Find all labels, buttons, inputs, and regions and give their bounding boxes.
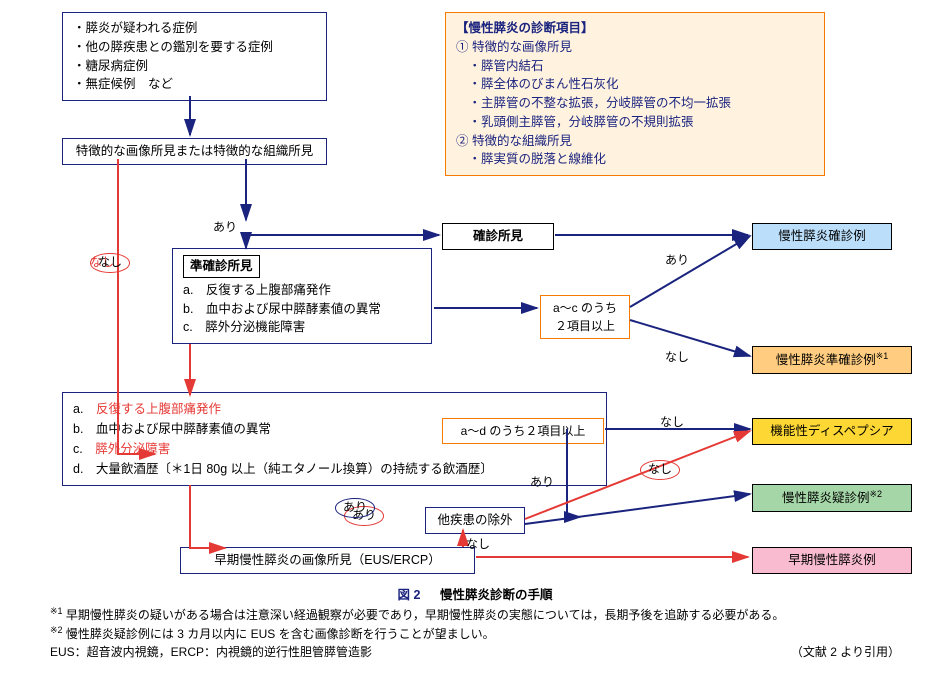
fig-number: 図 2 xyxy=(398,588,421,602)
edge-label: あり xyxy=(530,475,554,491)
box-diagnostic-items: 【慢性膵炎の診断項目】 ① 特徴的な画像所見 ・膵管内結石 ・膵全体のびまん性石… xyxy=(445,12,825,176)
semi-title: 準確診所見 xyxy=(183,255,260,278)
box-ad-2items: a～d のうち２項目以上 xyxy=(442,418,604,444)
box-exclude: 他疾患の除外 xyxy=(425,507,525,534)
edge-label: あり xyxy=(665,253,689,269)
result-suspect: 慢性膵炎疑診例※2 xyxy=(752,484,912,512)
abbr: EUS：超音波内視鏡，ERCP：内視鏡的逆行性胆管膵管造影 xyxy=(50,643,372,661)
edge-label: あり xyxy=(213,220,237,236)
result-early: 早期慢性膵炎例 xyxy=(752,547,912,574)
edge-label: なし xyxy=(640,460,680,480)
result-semi: 慢性膵炎準確診例※1 xyxy=(752,346,912,374)
box-early-img: 早期慢性膵炎の画像所見（EUS/ERCP） xyxy=(180,547,475,574)
box-ac-2items: a～c のうち ２項目以上 xyxy=(540,295,630,339)
flowchart: ・膵炎が疑われる症例 ・他の膵疾患との鑑別を要する症例 ・糖尿病症例 ・無症候例… xyxy=(0,0,941,692)
edge-label: なし xyxy=(466,537,490,553)
edge-label: なし xyxy=(660,415,684,431)
caption: 図 2 慢性膵炎診断の手順 ※1 早期慢性膵炎の疑いがある場合は注意深い経過観察… xyxy=(50,586,900,661)
result-dyspepsia: 機能性ディスペプシア xyxy=(752,418,912,445)
row-a: a. 反復する上腹部痛発作 xyxy=(73,399,596,419)
box-findings: 特徴的な画像所見または特徴的な組織所見 xyxy=(62,138,327,165)
edge-label: なし xyxy=(90,253,130,273)
box-top-cases: ・膵炎が疑われる症例 ・他の膵疾患との鑑別を要する症例 ・糖尿病症例 ・無症候例… xyxy=(62,12,327,101)
citation: （文献 2 より引用） xyxy=(791,643,900,661)
semi-body: a. 反復する上腹部痛発作 b. 血中および尿中膵酵素値の異常 c. 膵外分泌機… xyxy=(183,281,421,337)
edge-label: なし xyxy=(665,350,689,366)
result-confirmed: 慢性膵炎確診例 xyxy=(752,223,892,250)
box-confirm: 確診所見 xyxy=(442,223,554,250)
diag-title: 【慢性膵炎の診断項目】 xyxy=(456,21,594,35)
row-d: d. 大量飲酒歴〔＊1日 80g 以上（純エタノール換算）の持続する飲酒歴〕 xyxy=(73,459,596,479)
box-semi-confirm: 準確診所見 a. 反復する上腹部痛発作 b. 血中および尿中膵酵素値の異常 c.… xyxy=(172,248,432,344)
edge-label: あり xyxy=(335,498,375,518)
fig-title: 慢性膵炎診断の手順 xyxy=(440,588,553,602)
diag-body: ① 特徴的な画像所見 ・膵管内結石 ・膵全体のびまん性石灰化 ・主膵管の不整な拡… xyxy=(456,40,731,167)
